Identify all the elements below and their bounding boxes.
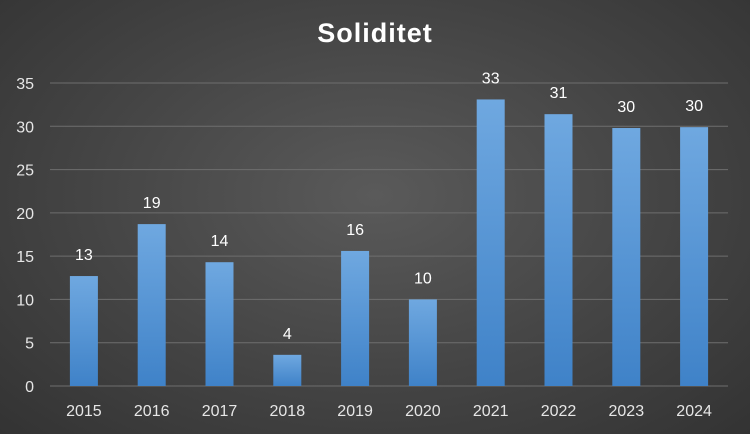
y-tick-label: 15 (16, 249, 34, 266)
x-tick-label: 2023 (609, 403, 645, 420)
x-tick-label: 2021 (473, 403, 509, 420)
data-label-2020: 10 (414, 270, 432, 287)
data-label-2018: 4 (283, 326, 292, 343)
data-label-2016: 19 (143, 195, 161, 212)
x-tick-label: 2020 (405, 403, 441, 420)
x-tick-label: 2015 (66, 403, 102, 420)
y-tick-label: 30 (16, 119, 34, 136)
bar-2015 (69, 276, 98, 386)
y-tick-label: 20 (16, 206, 34, 223)
bar-2019 (341, 250, 370, 386)
bar-2016 (137, 224, 166, 386)
bar-2017 (205, 262, 234, 386)
data-label-2023: 30 (617, 99, 635, 116)
bar-2020 (408, 299, 437, 386)
chart-title: Soliditet (317, 18, 433, 48)
y-tick-label: 35 (16, 76, 34, 93)
data-label-2017: 14 (211, 233, 229, 250)
data-label-2015: 13 (75, 247, 93, 264)
bar-2021 (476, 99, 505, 386)
bar-2023 (612, 128, 641, 386)
y-tick-label: 10 (16, 292, 34, 309)
x-tick-label: 2016 (134, 403, 170, 420)
data-label-2019: 16 (346, 222, 364, 239)
bar-2022 (544, 114, 573, 386)
x-tick-label: 2017 (202, 403, 238, 420)
x-tick-label: 2019 (337, 403, 373, 420)
y-tick-label: 5 (25, 336, 34, 353)
y-tick-label: 0 (25, 379, 34, 396)
bar-2018 (273, 354, 302, 386)
data-label-2024: 30 (685, 98, 703, 115)
x-tick-label: 2018 (270, 403, 306, 420)
x-tick-label: 2024 (676, 403, 712, 420)
x-tick-label: 2022 (541, 403, 577, 420)
data-label-2021: 33 (482, 70, 500, 87)
bar-2024 (680, 127, 709, 386)
y-tick-label: 25 (16, 163, 34, 180)
data-label-2022: 31 (550, 85, 568, 102)
